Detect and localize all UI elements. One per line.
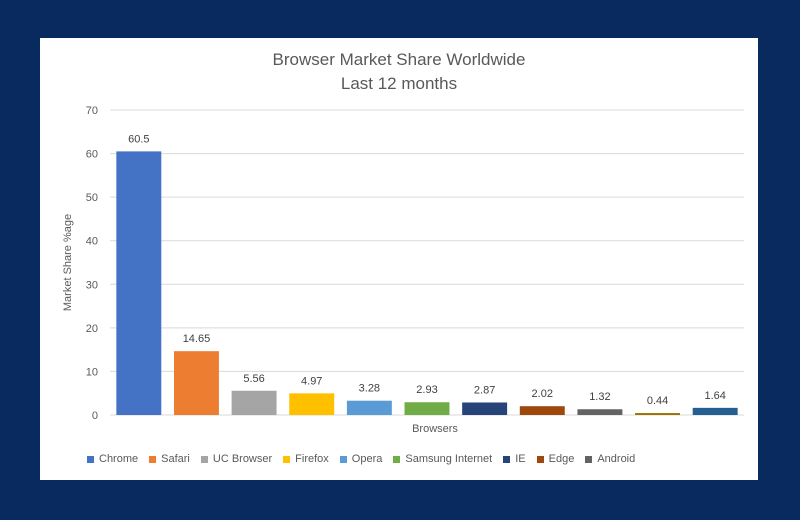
legend-swatch [393, 455, 401, 463]
bar [116, 151, 162, 415]
legend-label: IE [515, 453, 526, 465]
y-tick-label: 30 [86, 279, 98, 291]
data-label: 2.02 [532, 388, 553, 400]
data-label: 5.56 [243, 373, 264, 385]
legend-label: Android [597, 453, 636, 465]
y-tick-label: 0 [92, 410, 98, 422]
x-axis-label: Browsers [412, 423, 458, 435]
chart-subtitle: Last 12 months [340, 74, 458, 93]
y-tick-label: 40 [86, 236, 98, 248]
legend-swatch [149, 455, 157, 463]
legend-item: Samsung Internet [393, 453, 492, 465]
legend-label: Opera [351, 453, 383, 465]
bar [173, 351, 219, 415]
legend-item: Opera [339, 453, 383, 465]
legend-swatch [585, 455, 593, 463]
bar-chart: 0 10 20 30 40 50 60 70 Market Share %age Browsers… [62, 105, 744, 435]
bar [635, 413, 681, 415]
data-label: 2.93 [416, 384, 437, 396]
legend-label: Edge [548, 453, 575, 465]
legend-swatch [339, 455, 347, 463]
data-label: 14.65 [183, 333, 211, 345]
chart-legend: Chrome Safari UC Browser Firefox Opera Samsun… [87, 453, 646, 465]
data-label: 2.87 [474, 384, 495, 396]
legend-swatch [200, 455, 208, 463]
y-tick-label: 20 [86, 323, 98, 335]
legend-swatch [503, 455, 511, 463]
legend-label: Chrome [99, 453, 139, 465]
data-label: 1.64 [704, 390, 725, 402]
bar [462, 402, 508, 415]
legend-swatch [87, 455, 94, 463]
bar [519, 406, 565, 415]
legend-item: IE [503, 453, 526, 465]
y-axis-label: Market Share %age [62, 214, 74, 311]
bar [692, 407, 738, 415]
legend-label: Firefox [295, 453, 329, 465]
legend-item: UC Browser [200, 453, 273, 465]
legend-item: Edge [536, 453, 575, 465]
legend-item: Safari [149, 453, 190, 465]
data-label: 0.44 [647, 395, 668, 407]
bar [289, 393, 335, 415]
data-label: 60.5 [128, 133, 149, 145]
legend-swatch [536, 455, 544, 463]
chart-title: Browser Market Share Worldwide [272, 50, 526, 69]
data-label: 3.28 [359, 383, 380, 395]
y-tick-label: 60 [86, 149, 98, 161]
y-tick-label: 10 [86, 366, 98, 378]
chart-panel: Browser Market Share Worldwide Last 12 m… [40, 38, 758, 480]
legend-item: Chrome [87, 453, 138, 465]
data-label: 4.97 [301, 375, 322, 387]
legend-item: Android [585, 453, 635, 465]
y-tick-label: 50 [86, 192, 98, 204]
legend-item: Firefox [283, 453, 329, 465]
data-label: 1.32 [589, 391, 610, 403]
legend-label: UC Browser [212, 453, 273, 465]
bar [346, 400, 392, 415]
y-tick-label: 70 [86, 105, 98, 117]
bar [231, 390, 277, 415]
legend-swatch [283, 455, 291, 463]
legend-label: Samsung Internet [405, 453, 493, 465]
bar [404, 402, 450, 415]
legend-label: Safari [161, 453, 190, 465]
bar [577, 409, 623, 415]
